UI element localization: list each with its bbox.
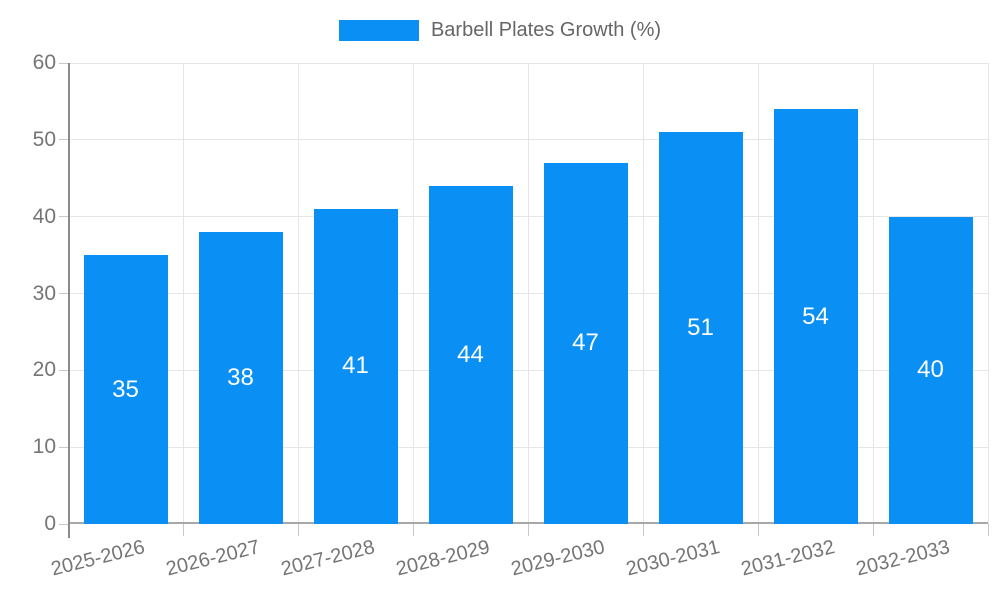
grid-v-line [757,63,759,524]
grid-v-line [987,63,989,524]
x-axis-tick [642,524,644,536]
grid-v-line [412,63,414,524]
grid-v-line [182,63,184,524]
x-axis-tick [872,524,874,536]
bar-value-label: 38 [227,364,254,392]
x-tick-label: 2030-2031 [623,536,722,581]
grid-v-line [297,63,299,524]
x-tick-label: 2032-2033 [853,536,952,581]
x-axis-tick [412,524,414,536]
y-axis-line [68,63,70,538]
x-axis-tick [527,524,529,536]
bar[interactable]: 44 [428,185,513,524]
x-tick-label: 2029-2030 [508,536,607,581]
y-axis-tick [59,62,68,64]
bar-value-label: 54 [802,302,829,330]
legend-item[interactable]: Barbell Plates Growth (%) [338,19,662,41]
grid-v-line [642,63,644,524]
x-axis-tick [297,524,299,536]
bar-value-label: 51 [687,314,714,342]
y-axis-tick [59,523,68,525]
y-axis-tick [59,139,68,141]
y-axis-tick [59,216,68,218]
y-axis-tick [59,446,68,448]
bar-value-label: 44 [457,340,484,368]
grid-v-line [872,63,874,524]
x-tick-label: 2027-2028 [278,536,377,581]
y-tick-label: 20 [32,358,56,382]
y-tick-label: 40 [32,204,56,228]
bar[interactable]: 38 [198,232,283,524]
bar-value-label: 41 [342,352,369,380]
y-tick-label: 50 [32,127,56,151]
bar[interactable]: 40 [888,216,973,524]
legend: Barbell Plates Growth (%) [0,20,1000,41]
bar[interactable]: 54 [773,109,858,524]
bar[interactable]: 35 [83,255,168,524]
legend-label: Barbell Plates Growth (%) [430,19,662,41]
x-axis-tick [757,524,759,536]
plot-area: 0 10 20 30 40 50 60 35 2025-2026 38 2026-2027 41 202… [33,51,989,580]
bar-value-label: 47 [572,329,599,357]
grid-v-line [527,63,529,524]
y-axis-tick [59,369,68,371]
x-axis-line [68,522,988,524]
y-tick-label: 60 [32,51,56,74]
bar-value-label: 40 [917,356,944,384]
y-tick-label: 30 [32,281,56,305]
bar-value-label: 35 [112,375,139,403]
y-tick-label: 0 [44,512,56,535]
bar[interactable]: 51 [658,132,743,524]
x-axis-tick [987,524,989,536]
y-tick-label: 10 [32,435,56,459]
bar[interactable]: 41 [313,208,398,524]
x-tick-label: 2028-2029 [393,536,492,581]
y-axis-tick [59,293,68,294]
x-tick-label: 2025-2026 [48,536,147,581]
legend-swatch [338,20,419,41]
bar[interactable]: 47 [543,162,628,524]
x-axis-tick [182,524,184,536]
x-tick-label: 2026-2027 [163,536,262,581]
x-tick-label: 2031-2032 [738,536,837,581]
